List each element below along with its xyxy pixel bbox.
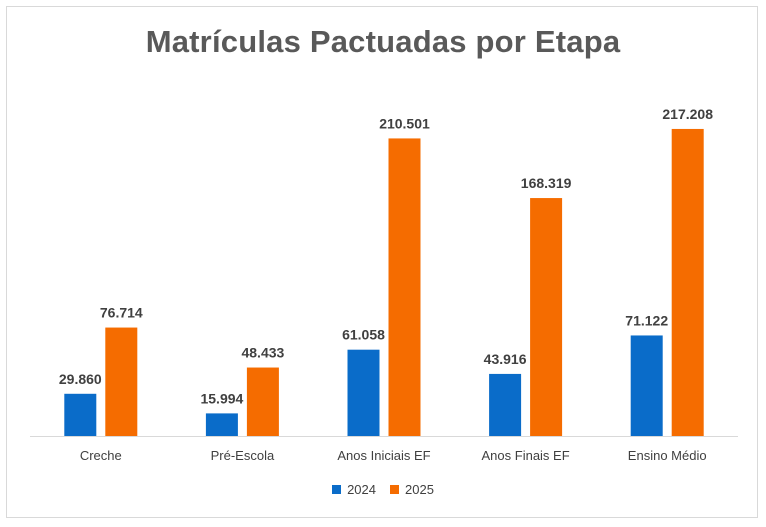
legend-item-2024: 2024	[332, 482, 376, 497]
bar-2024-1	[205, 413, 238, 436]
data-label-2025-2: 210.501	[379, 115, 430, 131]
chart-title: Matrículas Pactuadas por Etapa	[145, 24, 621, 59]
bar-2024-0	[64, 393, 97, 436]
data-label-2025-3: 168.319	[521, 175, 572, 191]
data-label-2024-0: 29.860	[59, 371, 102, 387]
data-label-2025-4: 217.208	[662, 106, 713, 122]
bar-2024-2	[347, 349, 380, 436]
category-label-2: Anos Iniciais EF	[337, 448, 430, 463]
category-label-1: Pré-Escola	[211, 448, 275, 463]
category-label-0: Creche	[80, 448, 122, 463]
category-label-4: Ensino Médio	[628, 448, 707, 463]
bar-2024-4	[630, 335, 663, 436]
legend-swatch-2024	[332, 485, 342, 494]
bar-2025-2	[388, 138, 421, 436]
legend: 2024 2025	[0, 482, 766, 497]
legend-label-2024: 2024	[347, 482, 376, 497]
bar-2024-3	[489, 373, 522, 436]
data-label-2024-3: 43.916	[484, 351, 527, 367]
data-label-2024-1: 15.994	[200, 390, 243, 406]
legend-swatch-2025	[390, 485, 399, 494]
legend-item-2025: 2025	[390, 482, 434, 497]
data-label-2025-0: 76.714	[100, 305, 143, 321]
data-label-2024-2: 61.058	[342, 327, 385, 343]
legend-label-2025: 2025	[405, 482, 434, 497]
bar-2025-4	[671, 128, 704, 436]
category-label-3: Anos Finais EF	[482, 448, 570, 463]
bar-2025-0	[105, 327, 138, 436]
bar-2025-1	[246, 367, 279, 436]
data-label-2025-1: 48.433	[241, 345, 284, 361]
bar-2025-3	[530, 198, 563, 436]
data-label-2024-4: 71.122	[625, 312, 668, 328]
